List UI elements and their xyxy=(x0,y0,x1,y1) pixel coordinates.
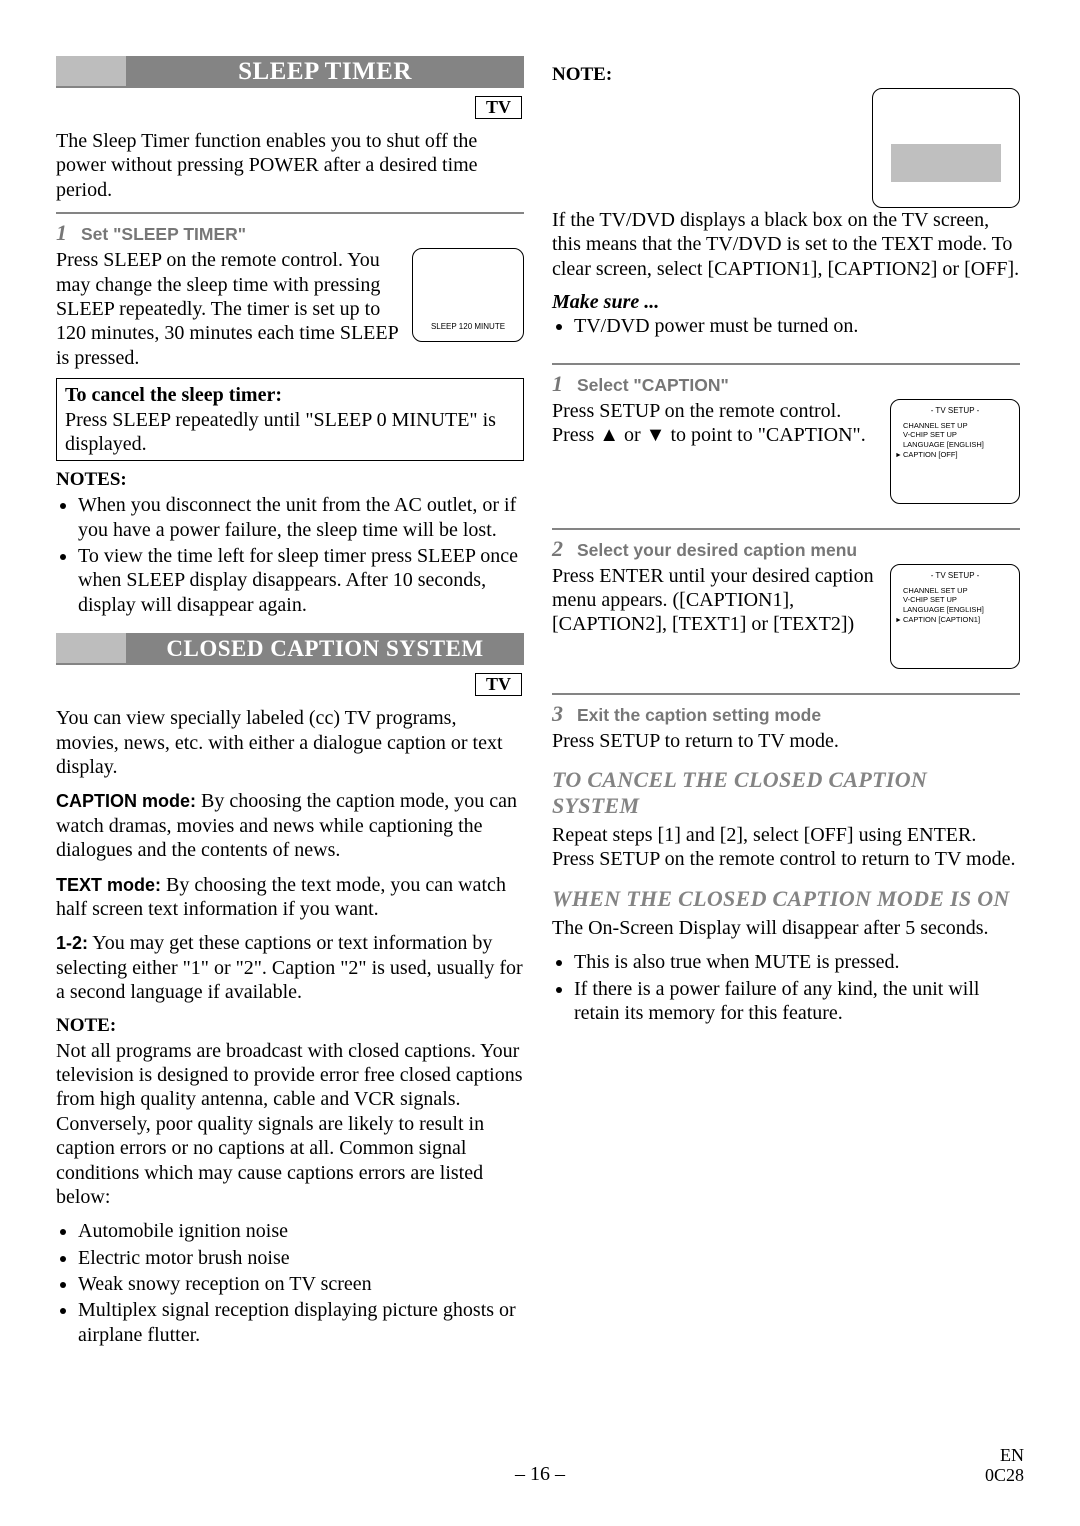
list-item: Weak snowy reception on TV screen xyxy=(78,1272,524,1296)
sleep-screen-diagram: SLEEP 120 MINUTE xyxy=(412,248,524,342)
step-number: 1 xyxy=(552,371,563,396)
step-heading-row: 1 Select "CAPTION" xyxy=(552,371,1020,397)
menu-line: CHANNEL SET UP xyxy=(895,421,1015,431)
sleep-step1: Press SLEEP on the remote control. You m… xyxy=(56,248,524,370)
tv-setup-screen-2: - TV SETUP - CHANNEL SET UP V-CHIP SET U… xyxy=(890,564,1020,669)
cancel-cc-head: TO CANCEL THE CLOSED CAPTION SYSTEM xyxy=(552,767,1020,819)
list-item: TV/DVD power must be turned on. xyxy=(574,314,1020,338)
when-on-list: This is also true when MUTE is pressed. … xyxy=(552,950,1020,1025)
divider xyxy=(552,528,1020,530)
divider xyxy=(56,212,524,214)
screen-title: - TV SETUP - xyxy=(895,406,1015,415)
menu-line: V-CHIP SET UP xyxy=(895,430,1015,440)
step-heading: Select "CAPTION" xyxy=(577,375,729,395)
menu-line: V-CHIP SET UP xyxy=(895,595,1015,605)
header-accent xyxy=(56,56,126,88)
one-two-label: 1-2: xyxy=(56,933,88,953)
cc-step1-body: Press SETUP on the remote control. Press… xyxy=(552,399,882,448)
text-mode-diagram xyxy=(872,88,1020,208)
one-two-text: You may get these captions or text infor… xyxy=(56,932,523,1003)
step-heading: Exit the caption setting mode xyxy=(577,705,821,725)
list-item: If there is a power failure of any kind,… xyxy=(574,977,1020,1026)
sleep-timer-header: SLEEP TIMER xyxy=(56,56,524,88)
cc-step1: Press SETUP on the remote control. Press… xyxy=(552,399,1020,504)
notes-heading: NOTES: xyxy=(56,469,524,491)
cc-note-body: Not all programs are broadcast with clos… xyxy=(56,1039,524,1210)
tv-badge: TV xyxy=(475,673,522,696)
right-note-head: NOTE: xyxy=(552,64,1020,86)
right-note-body: If the TV/DVD displays a black box on th… xyxy=(552,208,1020,281)
menu-line: LANGUAGE [ENGLISH] xyxy=(895,605,1015,615)
sleep-notes-list: When you disconnect the unit from the AC… xyxy=(56,493,524,617)
list-item: When you disconnect the unit from the AC… xyxy=(78,493,524,542)
cc-step2: Press ENTER until your desired caption m… xyxy=(552,564,1020,669)
sleep-step1-body: Press SLEEP on the remote control. You m… xyxy=(56,248,404,370)
step-number: 2 xyxy=(552,536,563,561)
cc-step3-body: Press SETUP to return to TV mode. xyxy=(552,729,1020,753)
tv-badge: TV xyxy=(475,96,522,119)
sleep-screen-text: SLEEP 120 MINUTE xyxy=(431,322,505,331)
footer-code-bottom: 0C28 xyxy=(985,1465,1024,1485)
left-column: SLEEP TIMER TV The Sleep Timer function … xyxy=(56,56,524,1349)
tv-setup-screen-1: - TV SETUP - CHANNEL SET UP V-CHIP SET U… xyxy=(890,399,1020,504)
grey-box-icon xyxy=(891,144,1001,182)
text-mode-label: TEXT mode: xyxy=(56,875,161,895)
screen-title: - TV SETUP - xyxy=(895,571,1015,580)
closed-caption-title: CLOSED CAPTION SYSTEM xyxy=(126,633,524,665)
right-column: NOTE: If the TV/DVD displays a black box… xyxy=(552,56,1020,1349)
page-number: – 16 – xyxy=(0,1463,1080,1486)
cc-error-list: Automobile ignition noise Electric motor… xyxy=(56,1219,524,1347)
list-item: To view the time left for sleep timer pr… xyxy=(78,544,524,617)
step-number: 1 xyxy=(56,220,67,245)
list-item: Multiplex signal reception displaying pi… xyxy=(78,1298,524,1347)
page-container: SLEEP TIMER TV The Sleep Timer function … xyxy=(0,0,1080,1389)
divider xyxy=(552,363,1020,365)
header-accent xyxy=(56,633,126,665)
menu-line-selected: CAPTION [CAPTION1] xyxy=(895,615,1015,625)
menu-line: LANGUAGE [ENGLISH] xyxy=(895,440,1015,450)
one-two-row: 1-2: You may get these captions or text … xyxy=(56,931,524,1004)
step1-line-a: Press SETUP on the remote control. xyxy=(552,400,841,422)
make-sure-list: TV/DVD power must be turned on. xyxy=(552,314,1020,338)
step1-line-b: Press ▲ or ▼ to point to "CAPTION". xyxy=(552,424,866,446)
cc-intro: You can view specially labeled (cc) TV p… xyxy=(56,706,524,779)
sleep-intro: The Sleep Timer function enables you to … xyxy=(56,129,524,202)
step-heading-row: 3 Exit the caption setting mode xyxy=(552,701,1020,727)
step-heading: Select your desired caption menu xyxy=(577,540,857,560)
cancel-sleep-box: To cancel the sleep timer: Press SLEEP r… xyxy=(56,378,524,461)
caption-mode-label: CAPTION mode: xyxy=(56,791,196,811)
step-heading-row: 2 Select your desired caption menu xyxy=(552,536,1020,562)
cancel-sleep-head: To cancel the sleep timer: xyxy=(65,384,282,406)
cc-note-head: NOTE: xyxy=(56,1015,524,1037)
list-item: Electric motor brush noise xyxy=(78,1246,524,1270)
footer-code-top: EN xyxy=(1000,1445,1024,1465)
divider xyxy=(552,693,1020,695)
step-number: 3 xyxy=(552,701,563,726)
closed-caption-header: CLOSED CAPTION SYSTEM xyxy=(56,633,524,665)
note-with-diagram: If the TV/DVD displays a black box on th… xyxy=(552,88,1020,281)
step-heading: Set "SLEEP TIMER" xyxy=(81,224,246,244)
when-on-head: WHEN THE CLOSED CAPTION MODE IS ON xyxy=(552,886,1020,912)
cancel-cc-body: Repeat steps [1] and [2], select [OFF] u… xyxy=(552,823,1020,872)
menu-line-selected: CAPTION [OFF] xyxy=(895,450,1015,460)
menu-line: CHANNEL SET UP xyxy=(895,586,1015,596)
when-on-body: The On-Screen Display will disappear aft… xyxy=(552,916,1020,940)
list-item: This is also true when MUTE is pressed. xyxy=(574,950,1020,974)
text-mode-row: TEXT mode: By choosing the text mode, yo… xyxy=(56,873,524,922)
footer-code: EN 0C28 xyxy=(985,1446,1024,1486)
make-sure-head: Make sure ... xyxy=(552,291,1020,314)
list-item: Automobile ignition noise xyxy=(78,1219,524,1243)
caption-mode-row: CAPTION mode: By choosing the caption mo… xyxy=(56,789,524,862)
step-heading-row: 1 Set "SLEEP TIMER" xyxy=(56,220,524,246)
cc-step2-body: Press ENTER until your desired caption m… xyxy=(552,564,882,637)
sleep-timer-title: SLEEP TIMER xyxy=(126,56,524,88)
cancel-sleep-body: Press SLEEP repeatedly until "SLEEP 0 MI… xyxy=(65,409,496,455)
